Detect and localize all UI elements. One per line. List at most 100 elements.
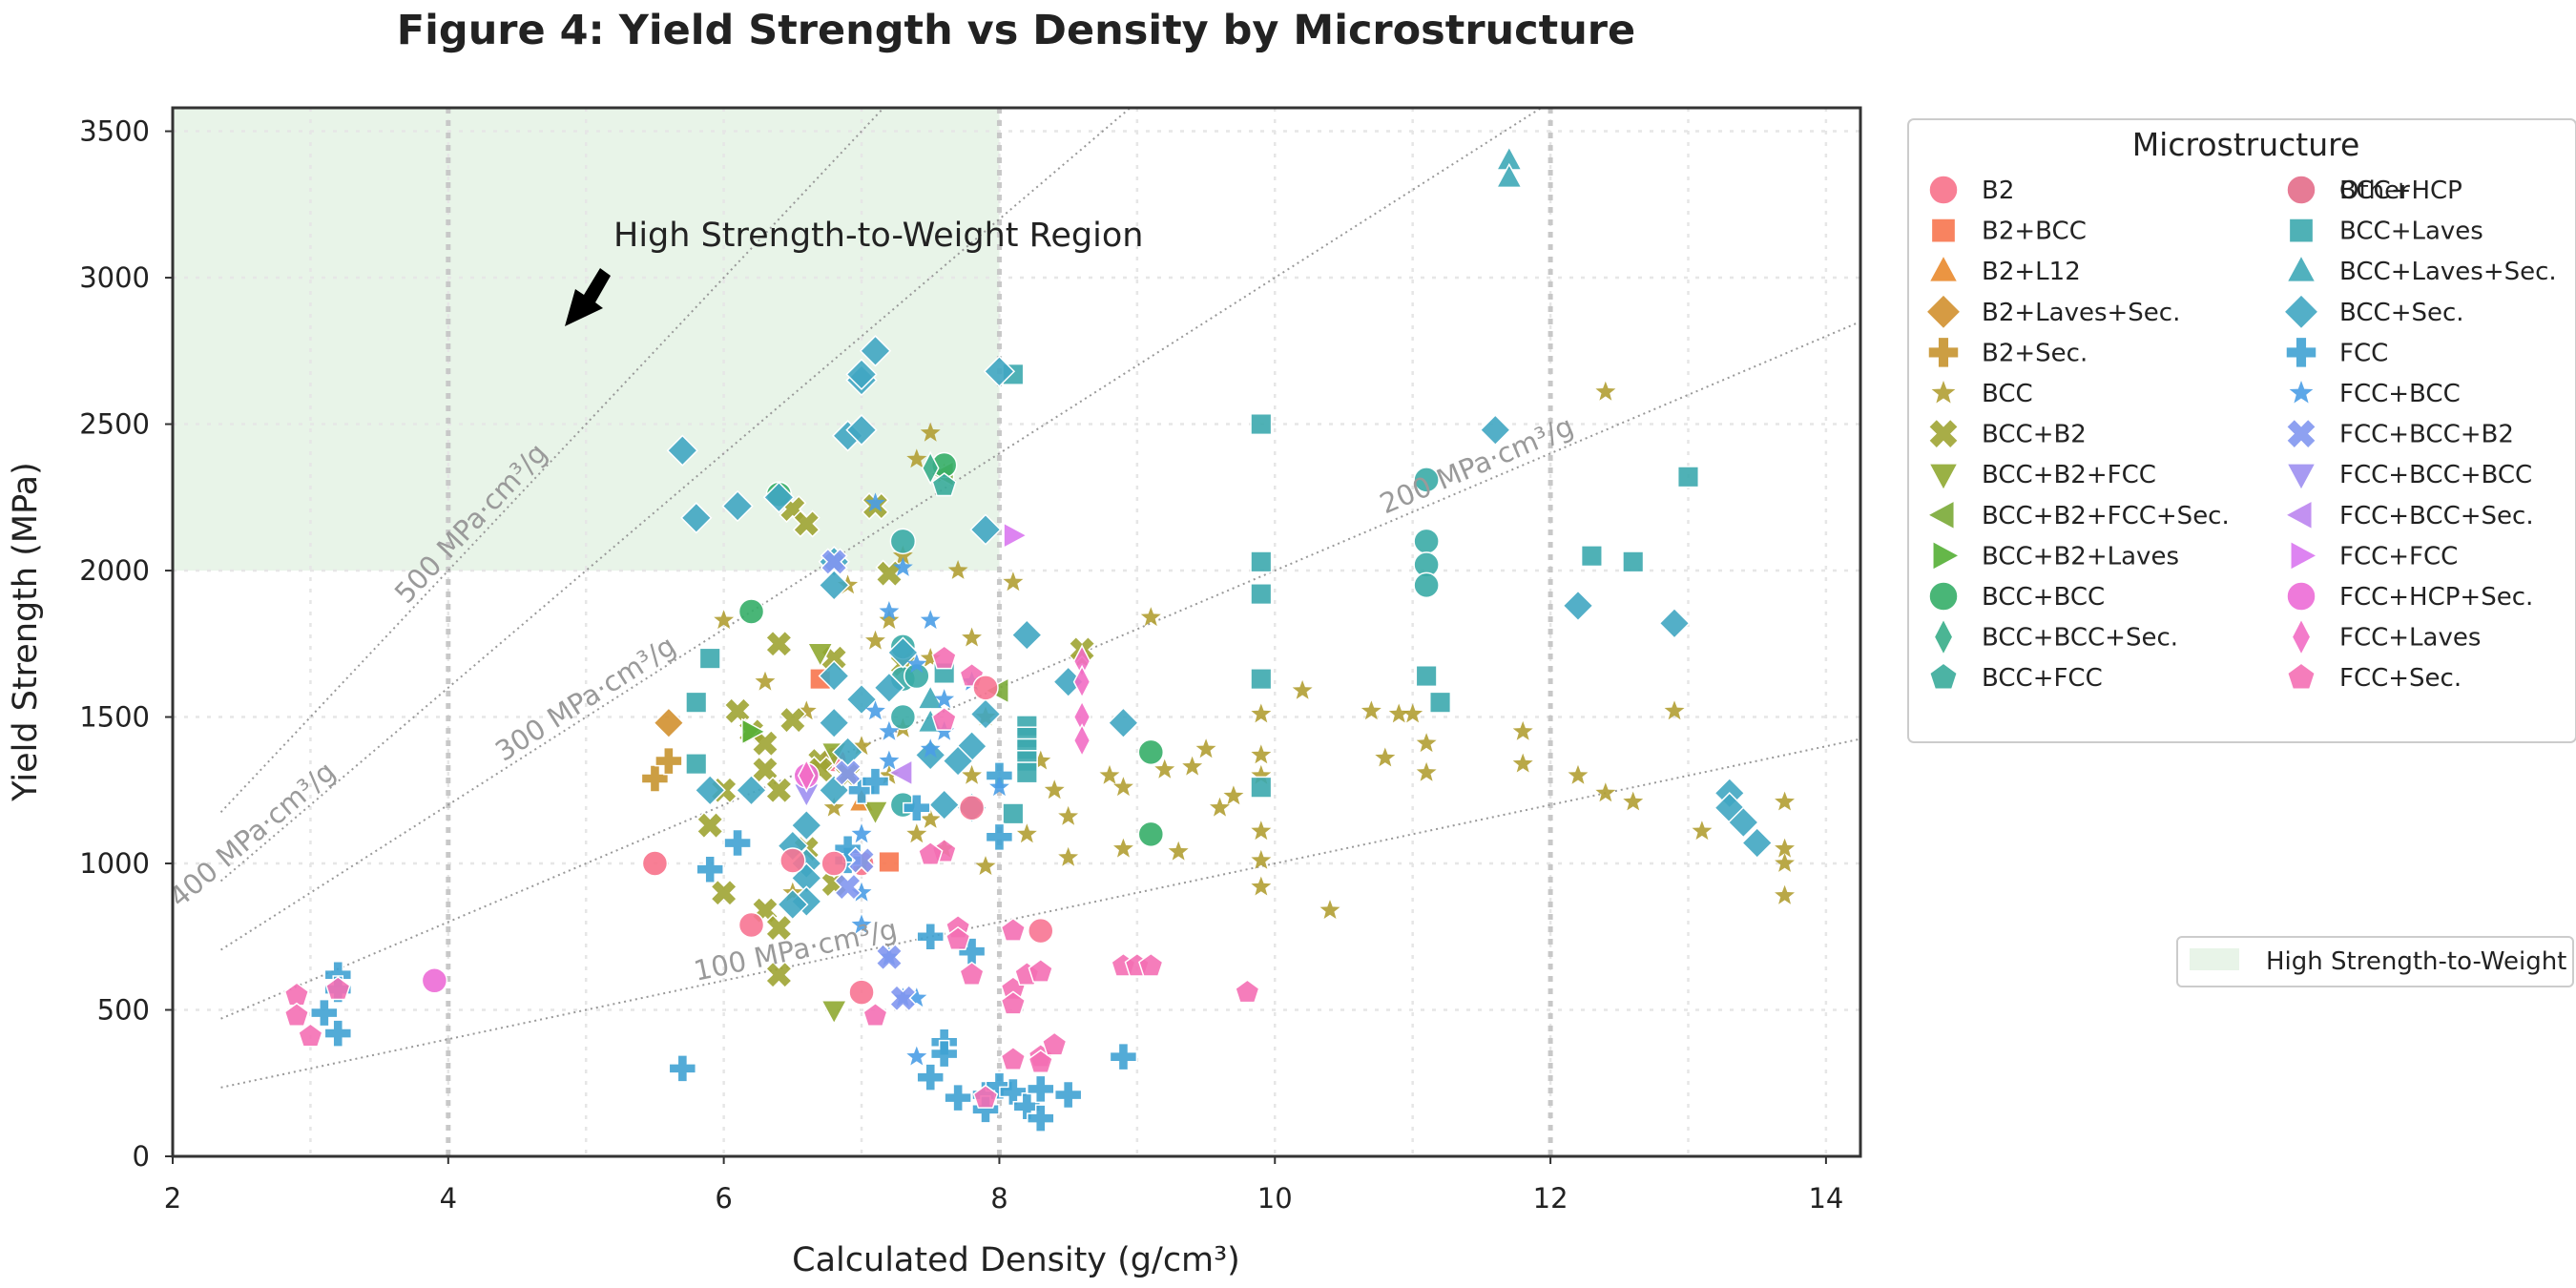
- y-tick-label: 2500: [79, 408, 150, 441]
- data-point: [945, 925, 971, 951]
- data-point: [916, 923, 945, 951]
- y-tick-label: 1500: [79, 701, 150, 734]
- legend-item: BCC+Laves: [2288, 218, 2483, 246]
- data-point: [1027, 1104, 1055, 1132]
- data-point: [918, 841, 944, 866]
- data-point: [666, 434, 698, 467]
- data-point: [862, 1002, 888, 1027]
- legend-item: FCC+BCC+BCC: [2285, 461, 2532, 492]
- legend-item: BCC+B2+Laves: [1932, 540, 2179, 571]
- region-legend-box: [2176, 936, 2574, 987]
- data-point: [1109, 1042, 1138, 1071]
- legend-label: B2: [1982, 177, 2014, 205]
- data-point: [714, 610, 735, 630]
- data-point: [1512, 753, 1533, 773]
- data-point: [1416, 733, 1437, 753]
- data-point: [865, 492, 885, 512]
- data-point: [1402, 703, 1423, 723]
- data-point: [887, 758, 913, 787]
- legend-item: FCC+BCC: [2289, 380, 2461, 408]
- data-point: [914, 738, 946, 772]
- data-point: [989, 777, 1009, 797]
- legend-label: BCC+B2+Laves: [1982, 542, 2179, 571]
- legend-marker-icon: [1930, 218, 1957, 243]
- data-point: [421, 967, 448, 994]
- data-point: [1727, 806, 1759, 839]
- data-point: [668, 1054, 697, 1083]
- data-point: [879, 764, 900, 784]
- data-point: [931, 706, 957, 731]
- data-point: [879, 610, 900, 630]
- series-fcc-fcc: [1003, 521, 1028, 550]
- data-point: [848, 979, 875, 1006]
- legend-marker-icon: [1933, 617, 1954, 657]
- legend-label: FCC: [2339, 339, 2388, 367]
- data-point: [1413, 467, 1440, 493]
- x-tick-label: 12: [1533, 1182, 1568, 1215]
- series-bcc-laves-sec-: [916, 145, 1524, 734]
- data-point: [1138, 952, 1164, 977]
- legend-label: FCC+BCC+Sec.: [2339, 502, 2534, 530]
- data-point: [969, 513, 1002, 546]
- y-tick-label: 0: [133, 1140, 150, 1173]
- data-point: [737, 911, 765, 939]
- x-tick-label: 10: [1257, 1182, 1293, 1215]
- data-point: [721, 489, 754, 523]
- data-point: [283, 982, 310, 1007]
- legend-marker-icon: [2285, 418, 2317, 450]
- legend-label: FCC+Sec.: [2339, 664, 2462, 693]
- data-point: [1041, 1031, 1068, 1056]
- data-point: [298, 1023, 323, 1048]
- x-axis-label: Calculated Density (g/cm³): [792, 1241, 1240, 1279]
- data-point: [845, 414, 878, 447]
- series-fcc-sec-: [283, 645, 1260, 1109]
- data-point: [975, 856, 996, 875]
- data-point: [920, 648, 941, 667]
- data-points-layer: [283, 145, 1795, 1132]
- data-point: [1595, 381, 1616, 401]
- data-point: [916, 1063, 945, 1091]
- data-point: [1016, 823, 1037, 843]
- data-point: [283, 1002, 310, 1027]
- data-point: [1210, 797, 1230, 817]
- data-point: [1251, 821, 1272, 841]
- y-tick-label: 2000: [79, 554, 150, 587]
- legend-item: FCC+FCC: [2290, 540, 2458, 571]
- reference-line-label: 300 MPa·cm³/g: [489, 629, 681, 767]
- data-point: [764, 630, 793, 658]
- data-point: [764, 914, 793, 943]
- data-point: [823, 797, 844, 817]
- legend-label: BCC+B2+FCC: [1982, 461, 2156, 489]
- legend-marker-icon: [1924, 293, 1963, 330]
- data-point: [1775, 791, 1795, 811]
- legend: Microstructure B2 B2+BCC B2+L12 B2+Laves+Se…: [1907, 118, 2576, 743]
- data-point: [1058, 805, 1079, 825]
- data-point: [865, 700, 885, 720]
- legend-item: FCC+BCC+Sec.: [2283, 499, 2534, 531]
- data-point: [889, 703, 917, 731]
- data-point: [851, 914, 872, 934]
- data-point: [735, 774, 768, 806]
- data-point: [796, 700, 817, 720]
- legend-marker-icon: [1928, 581, 1959, 612]
- legend-marker-icon: [2286, 581, 2316, 612]
- data-point: [962, 627, 982, 647]
- data-point: [1512, 720, 1533, 740]
- data-point: [1154, 758, 1175, 779]
- grid-layer: [173, 108, 1860, 1156]
- data-point: [906, 987, 927, 1008]
- data-point: [972, 1084, 999, 1109]
- data-point: [1251, 764, 1272, 784]
- reference-line: [220, 108, 1544, 951]
- data-point: [931, 645, 957, 670]
- y-tick-label: 3500: [79, 115, 150, 148]
- data-point: [929, 1039, 959, 1069]
- data-point: [1250, 551, 1273, 573]
- legend-label: BCC+B2: [1982, 421, 2087, 449]
- legend-label: BCC+B2+FCC+Sec.: [1982, 502, 2230, 530]
- legend-label: FCC+Laves: [2339, 624, 2481, 653]
- legend-label: BCC+FCC: [1982, 664, 2103, 693]
- data-point: [985, 1071, 1014, 1101]
- data-point: [1251, 849, 1272, 869]
- series-bcc-hcp: [889, 467, 1440, 819]
